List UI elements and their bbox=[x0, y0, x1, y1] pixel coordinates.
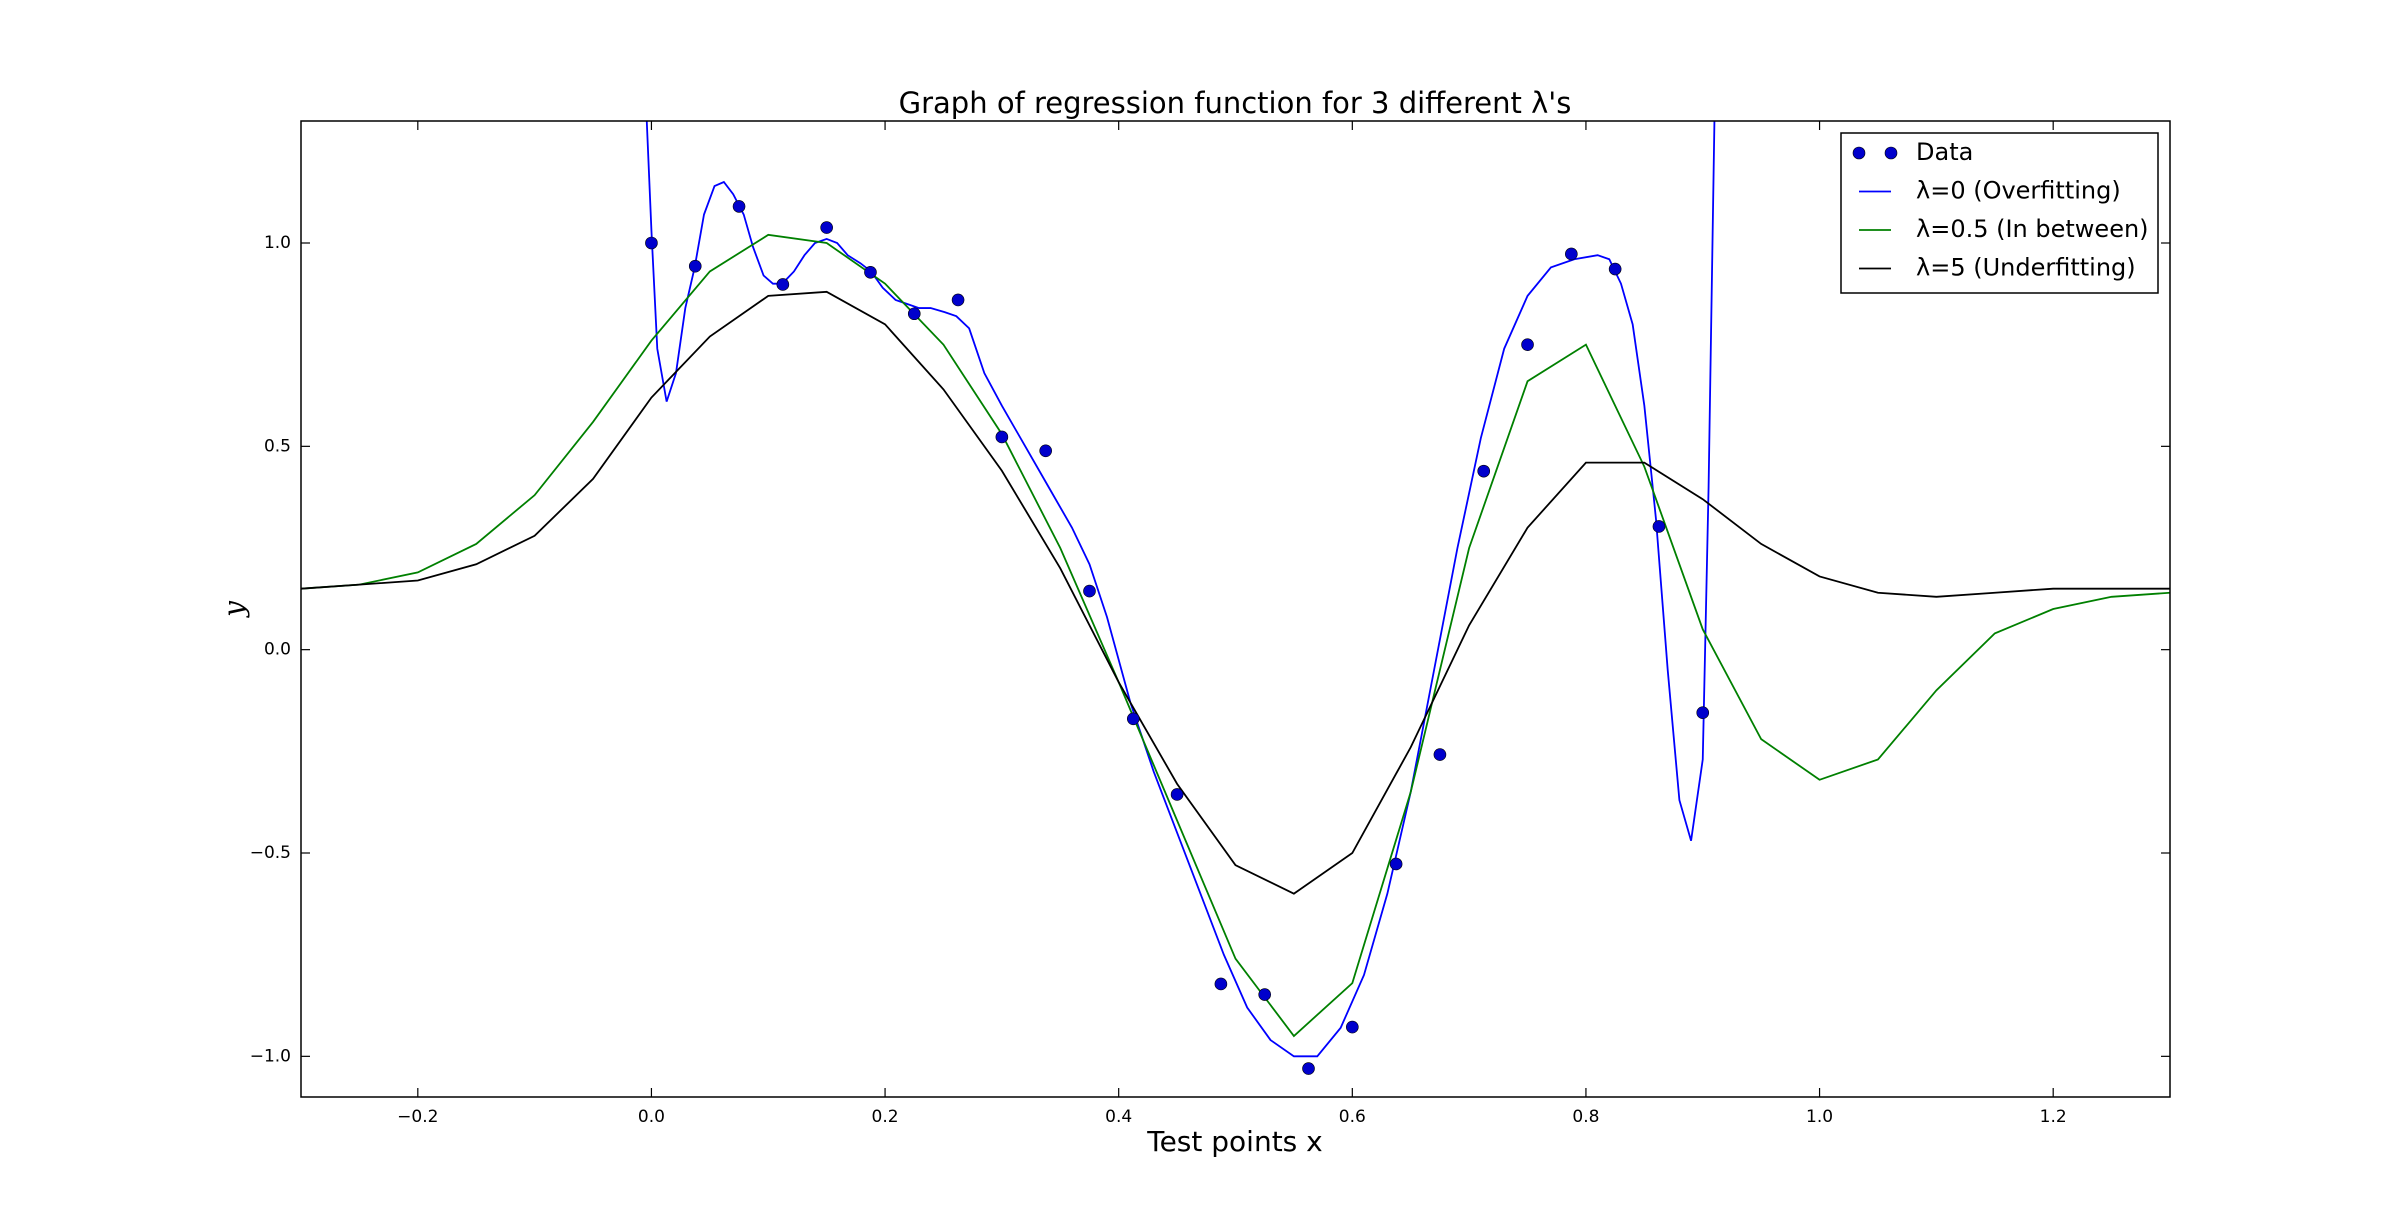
series-line bbox=[301, 233, 2170, 1038]
data-point bbox=[1608, 262, 1622, 276]
x-tick-label: 0.4 bbox=[1105, 1107, 1132, 1127]
y-tick-label: 0.0 bbox=[264, 640, 291, 660]
data-point bbox=[688, 259, 702, 273]
legend-label: λ=5 (Underfitting) bbox=[1916, 254, 2136, 282]
legend-label: λ=0 (Overfitting) bbox=[1916, 177, 2121, 205]
data-point bbox=[1477, 464, 1491, 478]
data-point bbox=[864, 265, 877, 279]
legend-label: λ=0.5 (In between) bbox=[1916, 215, 2149, 243]
x-tick-label: −0.2 bbox=[397, 1107, 438, 1127]
y-tick-label: 1.0 bbox=[264, 233, 291, 253]
data-point bbox=[1258, 988, 1272, 1001]
y-tick-label: −0.5 bbox=[250, 843, 291, 863]
x-axis-label: Test points x bbox=[1146, 1125, 1323, 1158]
data-point bbox=[645, 236, 658, 250]
x-tick-label: 0.6 bbox=[1339, 1107, 1366, 1127]
data-point bbox=[1389, 857, 1403, 871]
data-point bbox=[820, 221, 833, 234]
x-tick-label: 1.2 bbox=[2040, 1107, 2067, 1127]
data-point bbox=[1565, 247, 1578, 261]
chart-title: Graph of regression function for 3 diffe… bbox=[899, 86, 1572, 120]
legend-marker bbox=[1884, 146, 1898, 160]
data-point bbox=[1170, 788, 1184, 801]
legend-box bbox=[1840, 132, 2159, 294]
x-tick-label: 0.8 bbox=[1572, 1107, 1599, 1127]
data-point bbox=[1433, 748, 1447, 761]
data-point bbox=[776, 278, 790, 291]
legend-label: Data bbox=[1916, 138, 1973, 166]
axes-frame bbox=[300, 120, 2171, 1098]
plot-area bbox=[301, 121, 2170, 1075]
y-tick-label: 0.5 bbox=[264, 436, 291, 456]
x-tick-label: 0.0 bbox=[638, 1107, 665, 1127]
data-point bbox=[732, 200, 746, 213]
data-point bbox=[951, 293, 965, 307]
y-axis-label: y bbox=[218, 600, 251, 619]
data-point bbox=[1126, 712, 1140, 726]
data-point bbox=[1039, 444, 1052, 458]
data-point bbox=[1696, 706, 1710, 720]
data-point bbox=[1302, 1062, 1315, 1075]
data-point bbox=[1083, 584, 1096, 598]
y-tick-label: −1.0 bbox=[250, 1046, 291, 1066]
data-point bbox=[1214, 977, 1228, 991]
data-point bbox=[907, 307, 921, 321]
series-line bbox=[645, 121, 1716, 1058]
data-point bbox=[995, 430, 1009, 444]
data-point bbox=[1521, 338, 1534, 351]
data-point bbox=[1652, 520, 1666, 533]
series-line bbox=[301, 290, 2170, 895]
data-point bbox=[1346, 1020, 1359, 1034]
x-tick-label: 0.2 bbox=[872, 1107, 899, 1127]
x-tick-label: 1.0 bbox=[1806, 1107, 1833, 1127]
legend-marker bbox=[1852, 146, 1866, 160]
